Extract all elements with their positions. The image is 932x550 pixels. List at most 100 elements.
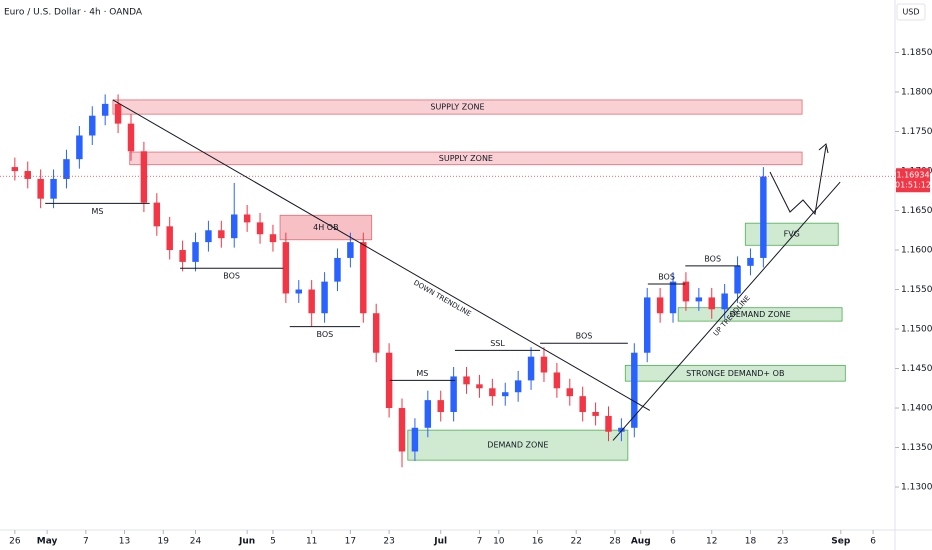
y-tick-label: 1.13000 xyxy=(901,483,932,493)
candle-body xyxy=(721,293,728,310)
zone xyxy=(129,151,803,166)
candle-body xyxy=(553,372,561,389)
candle xyxy=(218,220,225,248)
candle xyxy=(334,248,341,292)
x-tick-label: 23 xyxy=(383,537,394,547)
candle-body xyxy=(760,176,767,258)
candle xyxy=(540,347,548,382)
candle xyxy=(179,240,186,272)
candle xyxy=(192,232,199,272)
candle xyxy=(708,287,715,319)
candle-body xyxy=(114,103,122,124)
candle-body xyxy=(127,123,135,152)
candle xyxy=(553,362,561,398)
candle-body xyxy=(153,202,161,227)
x-tick-label: 5 xyxy=(270,537,276,547)
candle xyxy=(166,216,173,260)
candle xyxy=(11,157,19,181)
candle xyxy=(127,114,135,161)
x-tick-label: May xyxy=(37,537,58,547)
candle xyxy=(579,386,586,422)
candle xyxy=(295,280,302,303)
zone-label: STRONGE DEMAND+ OB xyxy=(686,369,784,378)
x-tick-label: 16 xyxy=(532,537,544,547)
candle xyxy=(643,287,651,363)
y-tick-label: 1.13500 xyxy=(901,443,932,453)
candle-body xyxy=(282,242,290,294)
candle xyxy=(656,287,664,323)
candle-body xyxy=(321,281,328,314)
candle xyxy=(37,169,44,209)
candle-body xyxy=(334,257,341,282)
candle xyxy=(631,343,638,438)
candle-body xyxy=(527,356,535,381)
candle-body xyxy=(385,352,393,409)
x-tick-label: 17 xyxy=(345,537,356,547)
x-tick-label: Aug xyxy=(631,537,651,547)
projection-arrowhead xyxy=(818,143,829,154)
x-tick-label: 19 xyxy=(158,537,170,547)
level-label: BOS xyxy=(658,272,675,281)
candle-body xyxy=(502,392,509,397)
y-tick-label: 1.16000 xyxy=(901,246,932,256)
x-tick-label: 28 xyxy=(609,537,621,547)
level-label: SSL xyxy=(490,339,505,348)
candle xyxy=(398,398,406,468)
candle xyxy=(360,232,367,323)
candle-body xyxy=(592,411,599,416)
candle-body xyxy=(256,222,264,235)
candle xyxy=(385,343,393,418)
candle-body xyxy=(605,415,612,432)
zone xyxy=(279,214,373,241)
current-price: 1.16934 xyxy=(896,171,929,180)
candle-body xyxy=(24,171,31,179)
candle xyxy=(205,220,212,252)
candle-body xyxy=(424,400,432,428)
candle-body xyxy=(89,115,96,136)
candle-body xyxy=(218,230,225,239)
candle-body xyxy=(618,427,625,432)
x-tick-label: 18 xyxy=(745,537,757,547)
candle xyxy=(256,212,264,244)
candle-body xyxy=(476,384,483,389)
candle xyxy=(669,272,677,323)
candle xyxy=(695,287,703,311)
x-tick-label: 10 xyxy=(493,537,505,547)
candle-body xyxy=(11,167,19,172)
x-tick-label: 13 xyxy=(119,537,130,547)
candle-body xyxy=(101,103,109,116)
candle xyxy=(308,280,315,327)
y-tick-label: 1.15000 xyxy=(901,325,932,335)
trendline xyxy=(112,99,651,411)
zone xyxy=(744,222,839,246)
candle-body xyxy=(63,159,70,179)
candle-body xyxy=(269,234,277,243)
candle-body xyxy=(411,427,419,452)
candle-body xyxy=(37,178,44,199)
current-price-box xyxy=(896,168,930,193)
candle-body xyxy=(372,313,380,353)
candle-body xyxy=(566,388,574,397)
candle-body xyxy=(50,178,57,199)
candle xyxy=(372,303,380,363)
candle xyxy=(605,406,612,442)
candle-body xyxy=(734,265,741,294)
zone xyxy=(624,364,846,382)
candle xyxy=(437,390,444,422)
candle-body xyxy=(205,230,212,243)
candle xyxy=(243,205,251,232)
candle xyxy=(321,272,328,323)
x-tick-label: 12 xyxy=(706,537,717,547)
currency-box[interactable] xyxy=(896,3,926,21)
candle-body xyxy=(437,400,444,412)
y-tick-label: 1.14500 xyxy=(901,364,932,374)
zone-label: DEMAND ZONE xyxy=(730,310,791,319)
candle xyxy=(747,248,754,276)
candle xyxy=(682,272,690,311)
currency[interactable]: USD xyxy=(902,8,919,17)
x-tick-label: 7 xyxy=(477,537,483,547)
x-tick-label: 23 xyxy=(777,537,788,547)
zone-label: FVG xyxy=(784,230,800,239)
